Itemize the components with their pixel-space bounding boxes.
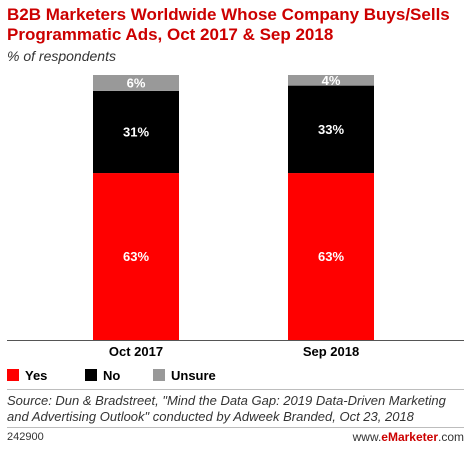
legend-swatch-yes — [7, 369, 19, 381]
data-label-no-sep-2018: 33% — [318, 122, 344, 137]
legend-item-no: No — [85, 368, 153, 383]
data-label-no-oct-2017: 31% — [123, 124, 149, 139]
brand-link[interactable]: www.eMarketer.com — [353, 430, 464, 444]
bar-unsure-sep-2018 — [288, 75, 374, 86]
x-tick-label-sep-2018: Sep 2018 — [303, 344, 359, 359]
brand-name: eMarketer — [381, 430, 438, 444]
source-note: Source: Dun & Bradstreet, "Mind the Data… — [7, 393, 446, 424]
chart-title: B2B Marketers Worldwide Whose Company Bu… — [7, 5, 450, 44]
bar-no-oct-2017 — [93, 90, 179, 174]
data-label-unsure-oct-2017: 6% — [127, 75, 146, 90]
legend-label-yes: Yes — [25, 367, 48, 383]
x-tick-label-oct-2017: Oct 2017 — [109, 344, 163, 359]
divider-top — [7, 389, 464, 390]
legend: Yes No Unsure — [7, 366, 216, 384]
bar-unsure-oct-2017 — [93, 75, 179, 91]
bar-no-sep-2018 — [288, 85, 374, 174]
chart-id: 242900 — [7, 431, 44, 443]
legend-item-unsure: Unsure — [153, 368, 216, 383]
legend-swatch-no — [85, 369, 97, 381]
legend-item-yes: Yes — [7, 368, 85, 383]
bar-yes-sep-2018 — [288, 173, 374, 340]
legend-swatch-unsure — [153, 369, 165, 381]
divider-bottom — [7, 427, 464, 428]
data-label-yes-sep-2018: 63% — [318, 249, 344, 264]
data-label-unsure-sep-2018: 4% — [322, 73, 341, 88]
legend-label-no: No — [103, 367, 121, 383]
chart-subtitle: % of respondents — [7, 48, 116, 64]
brand-suffix: .com — [437, 430, 464, 444]
bar-yes-oct-2017 — [93, 173, 179, 340]
brand-prefix: www. — [352, 430, 382, 444]
legend-label-unsure: Unsure — [171, 367, 216, 383]
data-label-yes-oct-2017: 63% — [123, 249, 149, 264]
